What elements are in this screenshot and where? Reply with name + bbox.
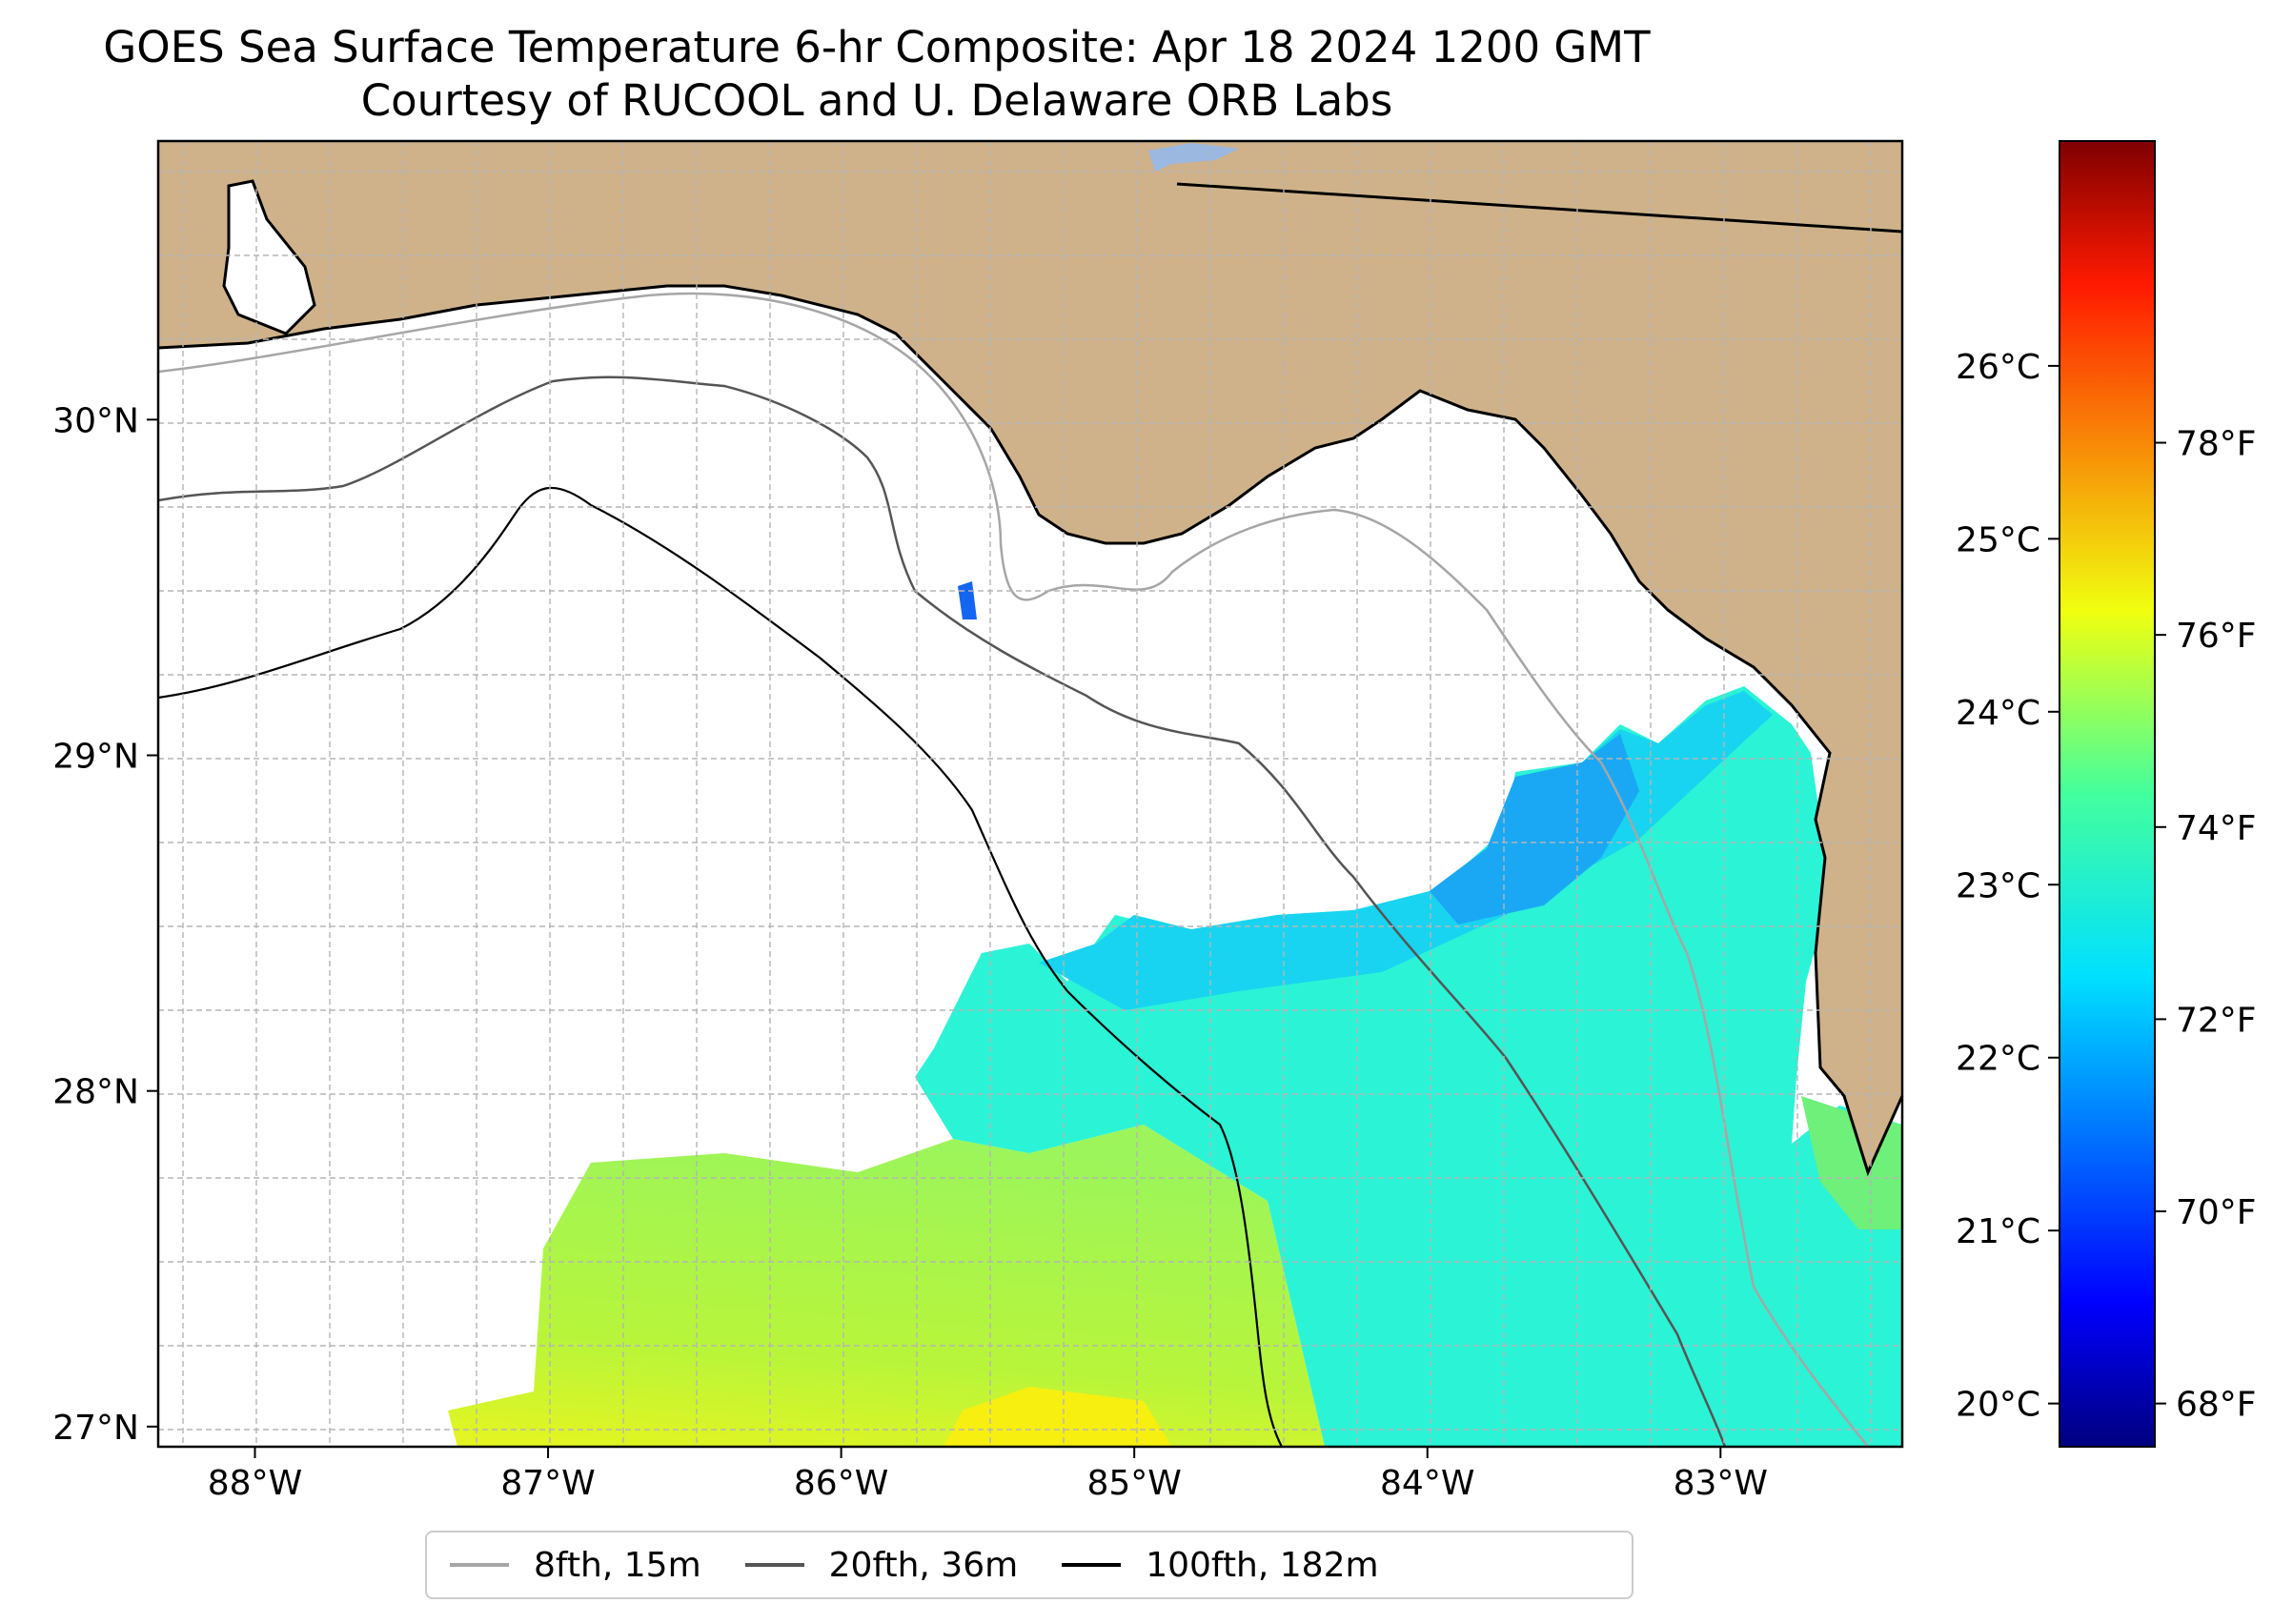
lake [1148,143,1239,172]
legend-item-100fth: 100fth, 182m [1062,1545,1379,1585]
legend-label-20fth: 20fth, 36m [828,1545,1019,1585]
fahrenheit-tick-label: 76°F [2176,617,2257,656]
isobath-100fth [158,486,1283,1447]
longitude-axis: 88°W 87°W 86°W 85°W 84°W 83°W [208,1447,1768,1503]
title-line-2: Courtesy of RUCOOL and U. Delaware ORB L… [360,75,1393,126]
isobath-20fth [158,376,1727,1447]
sst-yellow-spot [944,1387,1172,1447]
sst-field [448,581,1902,1447]
map-frame [156,139,1904,1449]
lon-tick-label: 85°W [1086,1464,1181,1503]
sst-warm-patch [448,1125,1325,1447]
celsius-tick-label: 20°C [1956,1386,2040,1425]
lon-tick-label: 84°W [1380,1464,1474,1503]
sst-coolest-patch [1430,734,1639,924]
celsius-tick-label: 21°C [1956,1212,2040,1251]
fahrenheit-tick-label: 74°F [2176,809,2257,848]
sst-mid-patch [915,686,1902,1447]
fahrenheit-tick-label: 78°F [2176,425,2257,464]
lat-tick-label: 27°N [52,1409,139,1448]
legend-swatch-8fth [450,1563,509,1567]
colorbar-celsius-axis: 26°C 25°C 24°C 23°C 22°C 21°C 20°C [1956,348,2060,1425]
mobile-bay [222,179,316,335]
fahrenheit-tick-label: 70°F [2176,1193,2257,1232]
legend-label-100fth: 100fth, 182m [1146,1545,1379,1585]
lon-tick-label: 83°W [1674,1464,1768,1503]
colorbar-fahrenheit-axis: 78°F 76°F 74°F 72°F 70°F 68°F [2155,425,2257,1425]
lat-tick-label: 29°N [52,737,139,776]
fahrenheit-tick-label: 72°F [2176,1001,2257,1040]
latitude-axis: 30°N 29°N 28°N 27°N [52,401,158,1448]
map-area [158,141,1902,1447]
gridlines [158,141,1902,1447]
legend-item-20fth: 20fth, 36m [744,1545,1019,1585]
fahrenheit-tick-label: 68°F [2176,1386,2257,1425]
lat-tick-label: 28°N [52,1073,139,1112]
celsius-tick-label: 25°C [1956,520,2040,559]
isobath-legend: 8fth, 15m 20fth, 36m 100fth, 182m [425,1531,1634,1599]
title-line-1: GOES Sea Surface Temperature 6-hr Compos… [103,22,1651,72]
celsius-tick-label: 26°C [1956,348,2040,387]
colorbar [2059,140,2156,1448]
legend-item-8fth: 8fth, 15m [450,1546,701,1585]
legend-swatch-100fth [1062,1563,1122,1567]
state-border [1176,182,1902,233]
lat-tick-label: 30°N [52,401,139,440]
land-area [158,141,1902,1172]
chart-title: GOES Sea Surface Temperature 6-hr Compos… [0,21,1754,128]
legend-swatch-20fth [744,1563,804,1567]
isobath-8fth [158,292,1869,1447]
legend-label-8fth: 8fth, 15m [534,1545,701,1585]
lon-tick-label: 87°W [500,1464,595,1503]
celsius-tick-label: 23°C [1956,866,2040,905]
coastline [158,284,1902,1177]
lon-tick-label: 86°W [794,1464,888,1503]
lon-tick-label: 88°W [208,1464,302,1503]
celsius-tick-label: 24°C [1956,694,2040,733]
celsius-tick-label: 22°C [1956,1040,2040,1079]
